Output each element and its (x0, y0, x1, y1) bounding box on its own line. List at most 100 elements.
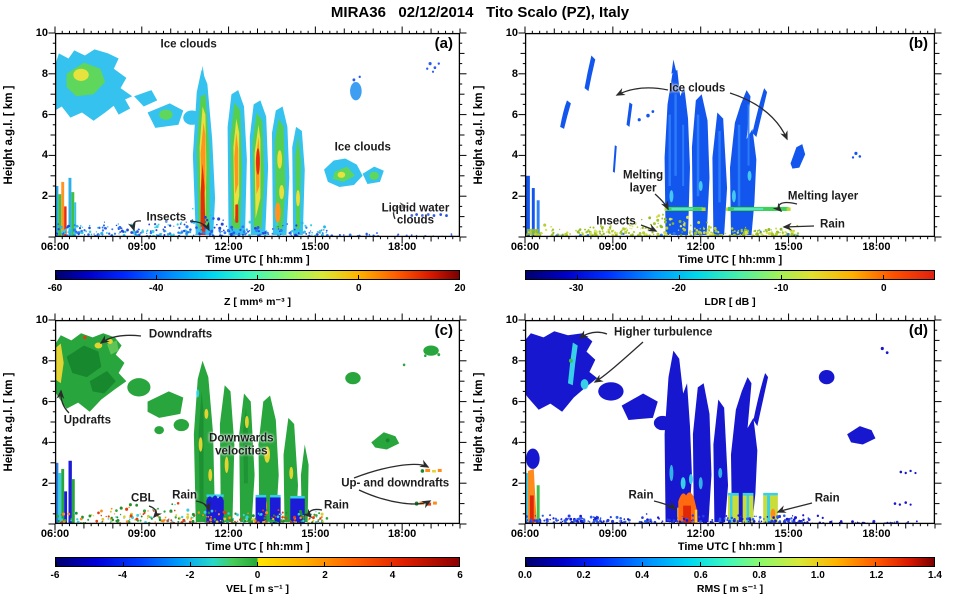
y-axis-label: Height a.g.l. [ km ] (473, 372, 485, 472)
y-axis-label: Height a.g.l. [ km ] (3, 85, 15, 185)
x-tick-label: 06:00 (40, 528, 70, 540)
y-tick-label: 2 (511, 477, 518, 490)
colorbar-tick-mark (758, 562, 760, 566)
y-tick-label: 8 (511, 67, 518, 80)
panel-letter: (d) (908, 322, 928, 339)
x-axis-label: Time UTC [ hh:mm ] (677, 541, 783, 553)
colorbar-tick-label: -10 (774, 283, 789, 294)
colorbar-tick-label: -2 (185, 570, 195, 581)
axes-frame (48, 26, 467, 244)
colorbar-tick-mark (458, 275, 460, 279)
x-tick-label: 15:00 (774, 528, 803, 540)
annotation-rain: Rain (820, 218, 845, 231)
x-tick-label: 06:00 (510, 241, 540, 253)
x-tick-label: 09:00 (127, 241, 156, 253)
axes-frame (518, 26, 942, 244)
panel-b: Height a.g.l. [ km ] 10 8 6 4 2 (473, 26, 942, 308)
colorbar-tick-mark (678, 275, 680, 279)
y-tick-label: 2 (41, 190, 48, 203)
colorbar-tick-label: 0 (880, 283, 887, 294)
panel-c: Height a.g.l. [ km ] 10 8 6 4 2 (3, 313, 467, 595)
colorbar-tick-label: 0.2 (576, 570, 591, 581)
colorbar-tick-mark (642, 562, 644, 566)
annotation-ice-clouds: Ice clouds (160, 38, 217, 51)
colorbar-tick-label: 4 (389, 570, 396, 581)
annotation-insects: Insects (596, 215, 636, 228)
annotation-insects: Insects (146, 211, 187, 224)
colorbar-tick-mark (55, 562, 57, 566)
colorbar-tick-labels: -30 -20 -10 0 (525, 283, 935, 295)
x-axis-tick-labels: 06:00 09:00 12:00 15:00 18:00 (41, 237, 460, 253)
y-tick-label: 10 (35, 314, 48, 326)
colorbar-tick-label: 6 (457, 570, 463, 581)
x-tick-label: 12:00 (686, 241, 715, 253)
colorbar-tick-label: 0 (254, 570, 261, 581)
colorbar-tick-mark (391, 562, 393, 566)
annotation-arrows (615, 87, 815, 232)
colorbar-tick-mark (583, 562, 585, 566)
colorbar-tick-label: 0.8 (752, 570, 767, 581)
annotation-arrows (56, 334, 432, 519)
x-axis-label: Time UTC [ hh:mm ] (205, 541, 310, 553)
colorbar-gradient (525, 270, 935, 280)
x-tick-label: 06:00 (510, 528, 540, 540)
x-axis-tick-labels: 06:00 09:00 12:00 15:00 18:00 (41, 524, 460, 540)
x-tick-label: 18:00 (862, 241, 891, 253)
colorbar-tick-mark (576, 275, 578, 279)
colorbar-tick-mark (525, 562, 527, 566)
annotation-downwards-velocities: Downwards velocities (209, 432, 274, 458)
x-tick-label: 18:00 (388, 241, 417, 253)
colorbar-tick-label: 2 (322, 570, 328, 581)
colorbar-tick-label: -30 (569, 283, 584, 294)
heatmap-ldr (525, 55, 862, 237)
heatmap-rms (525, 331, 918, 524)
x-tick-label: 09:00 (598, 528, 627, 540)
colorbar-z: -60 -40 -20 0 20 Z [ mm⁶ m⁻³ ] (48, 270, 466, 322)
axes-frame (48, 313, 467, 531)
colorbar-tick-mark (882, 275, 884, 279)
colorbar-tick-mark (357, 275, 359, 279)
x-tick-label: 12:00 (214, 241, 243, 253)
figure-title: MIRA36 02/12/2014 Tito Scalo (PZ), Italy (330, 4, 630, 21)
colorbar-gradient (55, 557, 460, 567)
y-tick-label: 6 (511, 108, 518, 121)
colorbar-vel: -6 -4 -2 0 2 4 6 VEL [ m s⁻¹ ] (51, 557, 463, 600)
colorbar-tick-mark (700, 562, 702, 566)
y-tick-label: 8 (41, 354, 48, 367)
colorbar-tick-label: -40 (149, 283, 164, 294)
colorbar-tick-label: -6 (50, 570, 60, 581)
colorbar-label: LDR [ dB ] (704, 296, 756, 308)
annotation-cbl: CBL (131, 492, 155, 505)
annotation-rain: Rain (324, 499, 349, 512)
colorbar-tick-mark (189, 562, 191, 566)
colorbar-tick-label: 0.4 (635, 570, 650, 581)
annotation-melting-layer: Melting layer (622, 169, 664, 194)
y-axis-label: Height a.g.l. [ km ] (473, 85, 485, 185)
colorbar-label: Z [ mm⁶ m⁻³ ] (224, 296, 291, 308)
colorbar-tick-label: -4 (118, 570, 127, 581)
y-tick-label: 4 (41, 149, 48, 162)
colorbar-tick-mark (55, 275, 57, 279)
x-tick-label: 15:00 (774, 241, 803, 253)
colorbar-tick-mark (458, 562, 460, 566)
y-tick-label: 4 (41, 436, 48, 449)
y-tick-label: 6 (41, 395, 48, 408)
colorbar-tick-mark (257, 562, 258, 566)
colorbar-tick-label: 1.4 (928, 570, 942, 581)
annotation-rain: Rain (172, 489, 198, 502)
colorbar-tick-mark (875, 562, 877, 566)
colorbar-tick-label: 1.0 (810, 570, 825, 581)
colorbar-rms: 0.0 0.2 0.4 0.6 0.8 1.0 1.2 1.4 RMS [ m s⁻¹ ] (518, 557, 942, 600)
x-tick-label: 18:00 (388, 528, 417, 540)
x-axis-tick-labels: 06:00 09:00 12:00 15:00 18:00 (511, 524, 935, 540)
annotation-rain: Rain (814, 492, 840, 505)
y-tick-label: 8 (511, 354, 518, 367)
heatmap-velocity (55, 333, 442, 524)
annotation-ice-clouds: Ice clouds (669, 82, 726, 95)
panel-a: Height a.g.l. [ km ] 10 8 6 4 2 (3, 26, 467, 308)
colorbar-gradient (525, 557, 935, 567)
annotation-up-and-downdrafts: Up- and downdrafts (341, 477, 450, 490)
annotation-downdrafts: Downdrafts (148, 328, 213, 341)
annotation-rain: Rain (628, 489, 654, 502)
